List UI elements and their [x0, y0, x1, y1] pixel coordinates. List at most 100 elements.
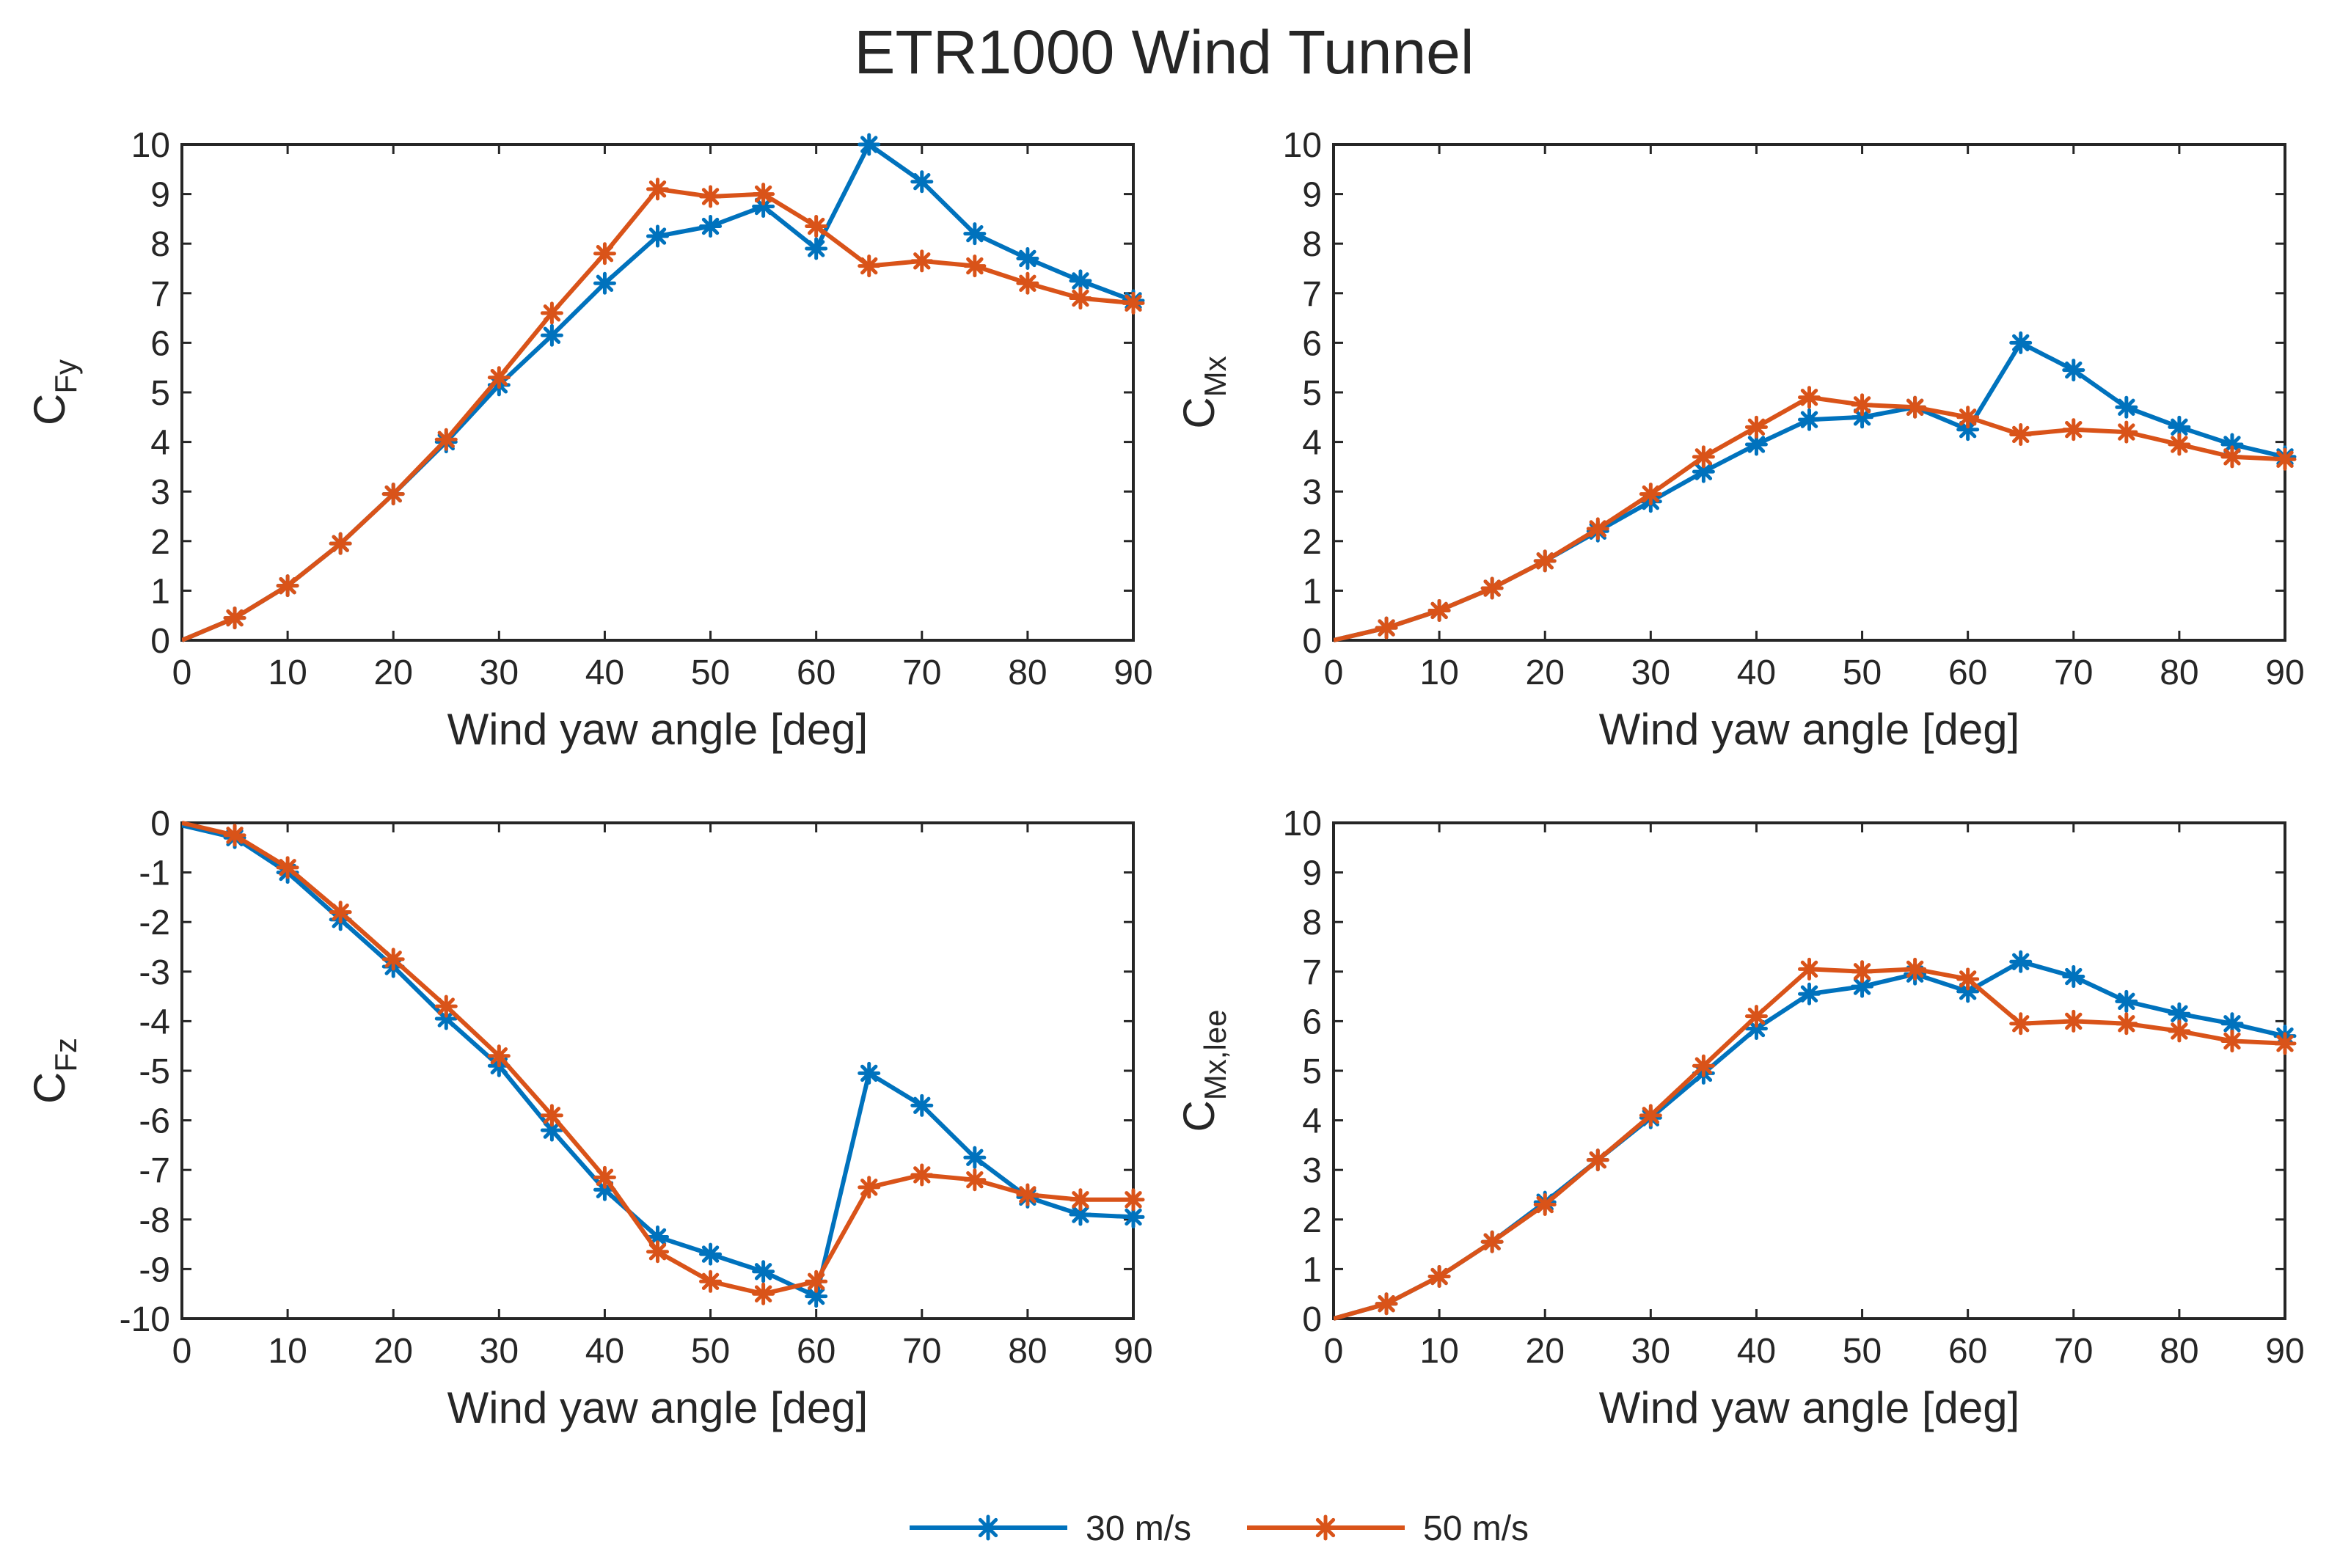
data-point — [1427, 1265, 1451, 1289]
x-tick-label: 70 — [2054, 653, 2093, 692]
x-tick-label: 30 — [1631, 1332, 1670, 1371]
data-point — [752, 195, 775, 218]
y-tick-label: 4 — [150, 424, 170, 463]
panel-1: 0 10 20 30 40 50 60 70 80 90 0 1 2 3 4 5 6 7 8 9 10 Wind yaw … — [25, 126, 1153, 754]
x-tick-label: 40 — [585, 1332, 624, 1371]
y-tick-label: -6 — [139, 1102, 170, 1141]
data-point — [593, 242, 616, 265]
data-point — [540, 323, 563, 347]
y-tick-label: 8 — [1302, 225, 1322, 264]
data-point — [1375, 616, 1398, 640]
data-point — [1069, 287, 1092, 310]
data-point — [805, 1270, 828, 1293]
x-tick-label: 80 — [2160, 653, 2198, 692]
data-point — [1016, 1183, 1039, 1206]
x-tick-label: 50 — [1843, 653, 1882, 692]
y-axis-label: CFz — [25, 1038, 83, 1104]
x-tick-label: 10 — [268, 653, 307, 692]
x-tick-label: 70 — [902, 1332, 941, 1371]
data-point — [646, 224, 669, 248]
series-2 — [182, 177, 1145, 642]
y-tick-label: 3 — [150, 473, 170, 512]
x-tick-label: 50 — [691, 653, 730, 692]
data-point — [1798, 408, 1821, 431]
y-tick-label: 4 — [1302, 1102, 1322, 1141]
y-tick-label: -10 — [120, 1300, 170, 1339]
x-tick-label: 40 — [585, 653, 624, 692]
x-tick-label: 60 — [797, 1332, 836, 1371]
data-point — [381, 948, 405, 971]
y-tick-label: -4 — [139, 1003, 170, 1041]
y-tick-label: 9 — [1302, 176, 1322, 215]
x-tick-label: 0 — [1324, 1332, 1344, 1371]
legend-marker — [1312, 1514, 1339, 1541]
data-point — [2009, 950, 2033, 973]
data-point — [2115, 989, 2138, 1013]
data-point — [963, 222, 987, 246]
y-axis-label-base: C — [25, 394, 74, 425]
x-tick-label: 80 — [1008, 1332, 1047, 1371]
y-tick-label: 7 — [150, 275, 170, 314]
y-tick-label: -5 — [139, 1052, 170, 1091]
x-axis-label: Wind yaw angle [deg] — [1599, 705, 2020, 754]
x-tick-label: 90 — [2265, 1332, 2304, 1371]
x-tick-label: 60 — [1948, 653, 1987, 692]
data-point — [2009, 1012, 2033, 1036]
data-point — [2168, 433, 2191, 456]
data-point — [2273, 1032, 2297, 1055]
y-axis-label: CFy — [25, 359, 83, 425]
y-tick-label: 10 — [131, 126, 170, 165]
series-2 — [182, 821, 1145, 1305]
legend-entry-1: 30 m/s — [910, 1509, 1191, 1548]
data-point — [699, 1270, 723, 1293]
x-tick-label: 20 — [374, 653, 413, 692]
y-tick-label: 2 — [1302, 523, 1322, 562]
data-point — [963, 1168, 987, 1192]
y-axis-label-base: C — [25, 1072, 74, 1104]
y-tick-label: 10 — [1283, 126, 1322, 165]
data-point — [1798, 386, 1821, 409]
data-point — [1480, 576, 1504, 600]
data-point — [434, 428, 458, 451]
x-tick-label: 40 — [1737, 1332, 1776, 1371]
plot-area-frame — [180, 143, 1135, 642]
data-point — [910, 1093, 934, 1117]
data-point — [2220, 1029, 2244, 1052]
legend-label: 50 m/s — [1423, 1509, 1529, 1548]
y-tick-label: 5 — [1302, 374, 1322, 413]
legend-marker — [975, 1514, 1001, 1541]
y-axis-label: CMx,lee — [1174, 1009, 1232, 1132]
data-point — [646, 177, 669, 201]
data-point — [1586, 517, 1609, 541]
series-2 — [1334, 957, 2297, 1321]
data-point — [1851, 960, 1874, 983]
data-point — [1480, 1230, 1504, 1253]
data-point — [1744, 415, 1768, 439]
data-point — [329, 901, 352, 924]
y-tick-label: 0 — [1302, 622, 1322, 661]
figure-title: ETR1000 Wind Tunnel — [854, 18, 1474, 87]
y-tick-label: -8 — [139, 1201, 170, 1240]
data-point — [2115, 1012, 2138, 1036]
data-point — [2220, 445, 2244, 469]
data-point — [858, 133, 881, 156]
data-point — [699, 215, 723, 238]
y-tick-label: -2 — [139, 904, 170, 942]
y-axis-label: CMx — [1174, 356, 1232, 428]
data-point — [2115, 395, 2138, 419]
legend-label: 30 m/s — [1086, 1509, 1191, 1548]
x-tick-label: 0 — [1324, 653, 1344, 692]
data-point — [858, 254, 881, 278]
x-tick-label: 30 — [480, 1332, 519, 1371]
y-tick-label: 10 — [1283, 805, 1322, 843]
y-axis-label-subscript: Mx,lee — [1198, 1009, 1232, 1100]
data-point — [1427, 598, 1451, 622]
data-point — [223, 607, 246, 630]
y-axis-label-base: C — [1174, 1100, 1224, 1132]
data-point — [434, 1007, 458, 1030]
data-point — [2062, 359, 2085, 382]
data-point — [646, 1240, 669, 1264]
data-point — [1744, 1005, 1768, 1028]
